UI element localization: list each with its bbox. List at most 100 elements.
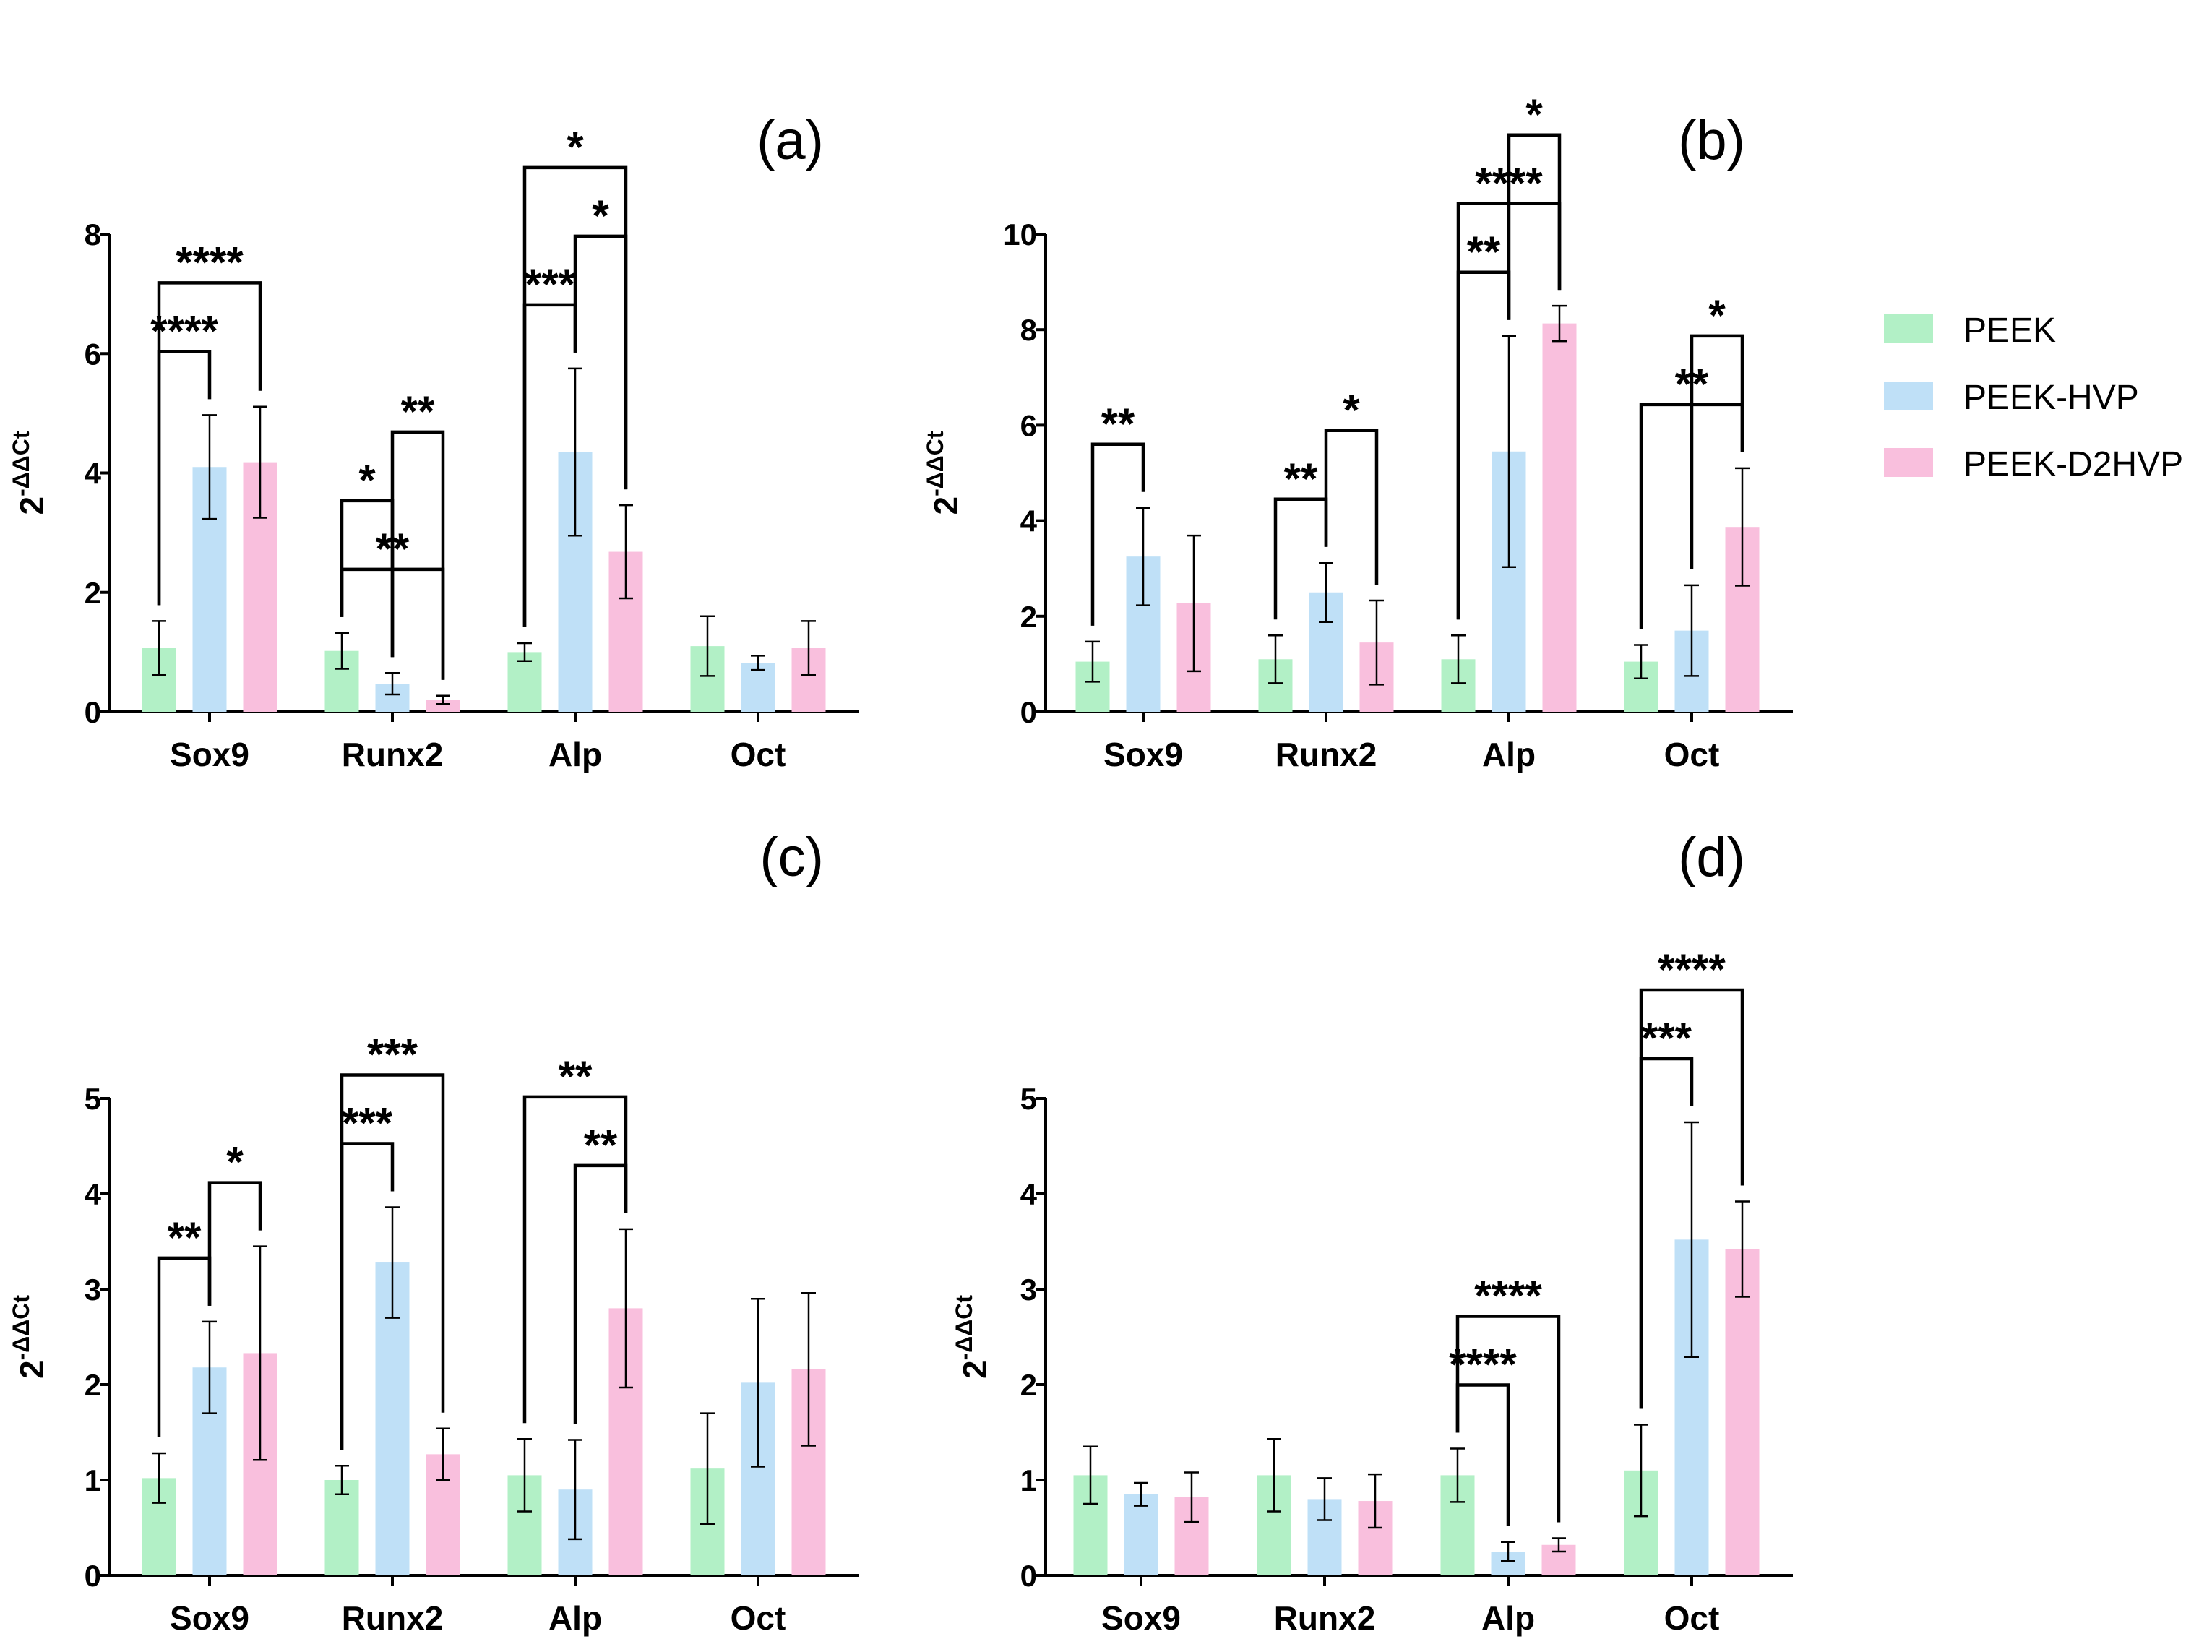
bar-peek-hvp-oct <box>741 663 775 712</box>
y-tick-label: 6 <box>85 337 101 371</box>
y-tick-label: 0 <box>1020 1559 1037 1593</box>
error-bar-peek-hvp-sox9 <box>1134 1481 1148 1507</box>
y-axis-label: 2-ΔΔCt <box>8 431 51 515</box>
bar-peek-hvp-sox9 <box>1124 1494 1158 1575</box>
significance-line <box>1090 442 1145 626</box>
bar-peek-d2hvp-oct <box>1725 1249 1760 1575</box>
y-axis-label: 2-ΔΔCt <box>8 1295 51 1379</box>
x-tick-label-alp: Alp <box>548 1599 602 1637</box>
significance-label: *** <box>525 260 576 309</box>
y-tick-label: 2 <box>85 576 101 610</box>
error-bar-peek-runx2 <box>1267 1437 1281 1513</box>
significance-label: ** <box>1101 400 1135 448</box>
y-tick-label: 0 <box>1020 695 1037 729</box>
legend-swatch-peek-d2hvp <box>1884 448 1933 477</box>
error-bar-peek-hvp-alp <box>1502 335 1516 568</box>
y-tick-label: 5 <box>1020 1082 1037 1116</box>
error-bar-peek-alp <box>1451 634 1466 684</box>
error-bar-peek-d2hvp-runx2 <box>436 1427 450 1481</box>
x-tick-label-sox9: Sox9 <box>170 736 249 773</box>
y-tick-label: 8 <box>1020 313 1037 347</box>
error-bar-peek-hvp-alp <box>568 367 582 537</box>
x-tick-label-oct: Oct <box>731 1599 786 1637</box>
error-bar-peek-d2hvp-alp <box>619 504 633 600</box>
significance-bracket: ** <box>522 1052 628 1424</box>
error-bar-peek-d2hvp-runx2 <box>436 694 450 705</box>
significance-label: * <box>1708 291 1726 340</box>
significance-bracket: ** <box>390 387 445 680</box>
error-bar-peek-oct <box>1634 644 1648 679</box>
significance-label: ** <box>401 387 435 436</box>
error-bar-peek-hvp-runx2 <box>385 672 400 696</box>
significance-label: *** <box>1641 1014 1692 1062</box>
y-axis-label: 2-ΔΔCt <box>922 431 965 515</box>
error-bar-peek-oct <box>700 1412 715 1525</box>
error-bar-peek-hvp-sox9 <box>202 414 217 520</box>
error-bar-peek-hvp-sox9 <box>202 1320 217 1414</box>
error-bar-peek-d2hvp-oct <box>801 620 816 676</box>
significance-bracket: **** <box>157 238 262 606</box>
legend-item-peek: PEEK <box>1884 311 2056 350</box>
panel-label: (a) <box>757 110 824 171</box>
significance-label: **** <box>150 306 218 355</box>
y-tick-label: 4 <box>1020 1177 1038 1211</box>
y-axis-label: 2-ΔΔCt <box>951 1295 994 1379</box>
significance-label: * <box>358 456 376 504</box>
x-tick-label-runx2: Runx2 <box>1274 1599 1376 1637</box>
error-bar-peek-hvp-runx2 <box>385 1206 400 1319</box>
y-tick-label: 6 <box>1020 408 1037 442</box>
error-bar-peek-hvp-oct <box>1684 1121 1699 1358</box>
x-tick-label-oct: Oct <box>1664 1599 1720 1637</box>
significance-bracket: * <box>573 192 628 490</box>
significance-label: **** <box>176 238 244 286</box>
error-bar-peek-runx2 <box>335 632 349 670</box>
y-tick-label: 4 <box>85 457 102 491</box>
significance-label: **** <box>1658 945 1726 994</box>
error-bar-peek-sox9 <box>1085 640 1100 683</box>
x-tick-label-sox9: Sox9 <box>170 1599 249 1637</box>
error-bar-peek-hvp-runx2 <box>1317 1477 1332 1521</box>
error-bar-peek-hvp-runx2 <box>1319 562 1333 623</box>
error-bar-peek-d2hvp-alp <box>1552 304 1567 343</box>
error-bar-peek-runx2 <box>1268 634 1283 684</box>
significance-label: ** <box>559 1052 593 1101</box>
legend: PEEK PEEK-HVP PEEK-D2HVP <box>1884 311 2183 483</box>
error-bar-peek-alp <box>517 1437 532 1513</box>
y-tick-label: 8 <box>85 218 101 251</box>
y-tick-label: 2 <box>1020 1368 1037 1402</box>
significance-bracket: * <box>207 1138 262 1306</box>
panel-label: (c) <box>759 827 824 888</box>
significance-bracket: * <box>522 123 628 627</box>
significance-bracket: **** <box>1639 945 1744 1409</box>
y-tick-label: 1 <box>1020 1463 1037 1497</box>
error-bar-peek-d2hvp-alp <box>1552 1537 1566 1553</box>
significance-label: **** <box>1449 1340 1517 1388</box>
error-bar-peek-d2hvp-oct <box>801 1292 816 1447</box>
legend-label-peek-hvp: PEEK-HVP <box>1963 379 2139 417</box>
significance-line <box>1639 988 1744 1409</box>
x-tick-label-sox9: Sox9 <box>1103 736 1183 773</box>
legend-label-peek: PEEK <box>1963 311 2056 350</box>
y-tick-label: 1 <box>85 1463 101 1497</box>
significance-label: * <box>592 192 609 240</box>
x-tick-label-sox9: Sox9 <box>1101 1599 1181 1637</box>
significance-line <box>1690 334 1744 569</box>
significance-label: **** <box>1474 1271 1542 1320</box>
legend-label-peek-d2hvp: PEEK-D2HVP <box>1963 445 2183 483</box>
x-tick-label-runx2: Runx2 <box>342 736 444 773</box>
significance-bracket: *** <box>340 1030 445 1450</box>
x-tick-label-oct: Oct <box>731 736 786 773</box>
legend-item-peek-hvp: PEEK-HVP <box>1884 379 2139 417</box>
x-tick-label-alp: Alp <box>1482 736 1536 773</box>
error-bar-peek-hvp-alp <box>568 1439 582 1541</box>
y-tick-label: 3 <box>85 1273 101 1307</box>
error-bar-peek-sox9 <box>1083 1445 1098 1505</box>
significance-line <box>1324 429 1379 585</box>
y-tick-label: 4 <box>1020 504 1038 538</box>
panel-label: (b) <box>1678 110 1745 171</box>
y-tick-label: 4 <box>85 1177 102 1211</box>
significance-line <box>207 1181 262 1306</box>
